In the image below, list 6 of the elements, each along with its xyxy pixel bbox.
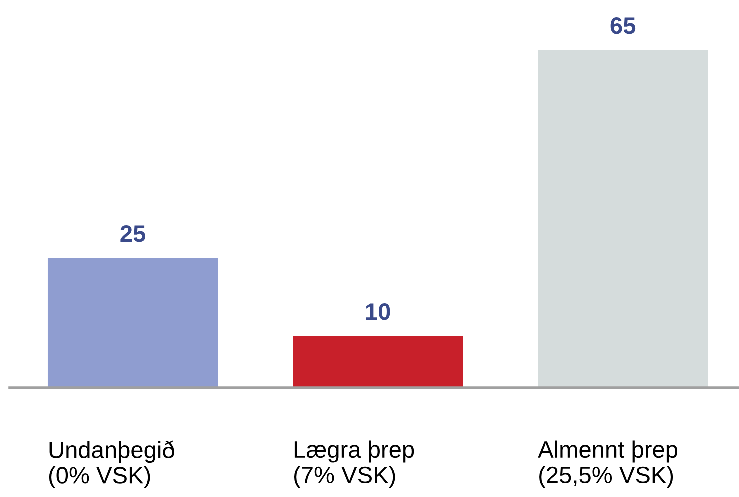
data-label: 65 [610,18,636,34]
data-label: 10 [366,304,390,320]
x-tick-label: Lægra þrep (7% VSK) [294,440,414,488]
x-tick-label: Undanþegið (0% VSK) [49,440,174,489]
x-tick-label: Almennt þrep (25,5% VSK) [538,440,678,488]
data-label: 25 [120,226,146,242]
